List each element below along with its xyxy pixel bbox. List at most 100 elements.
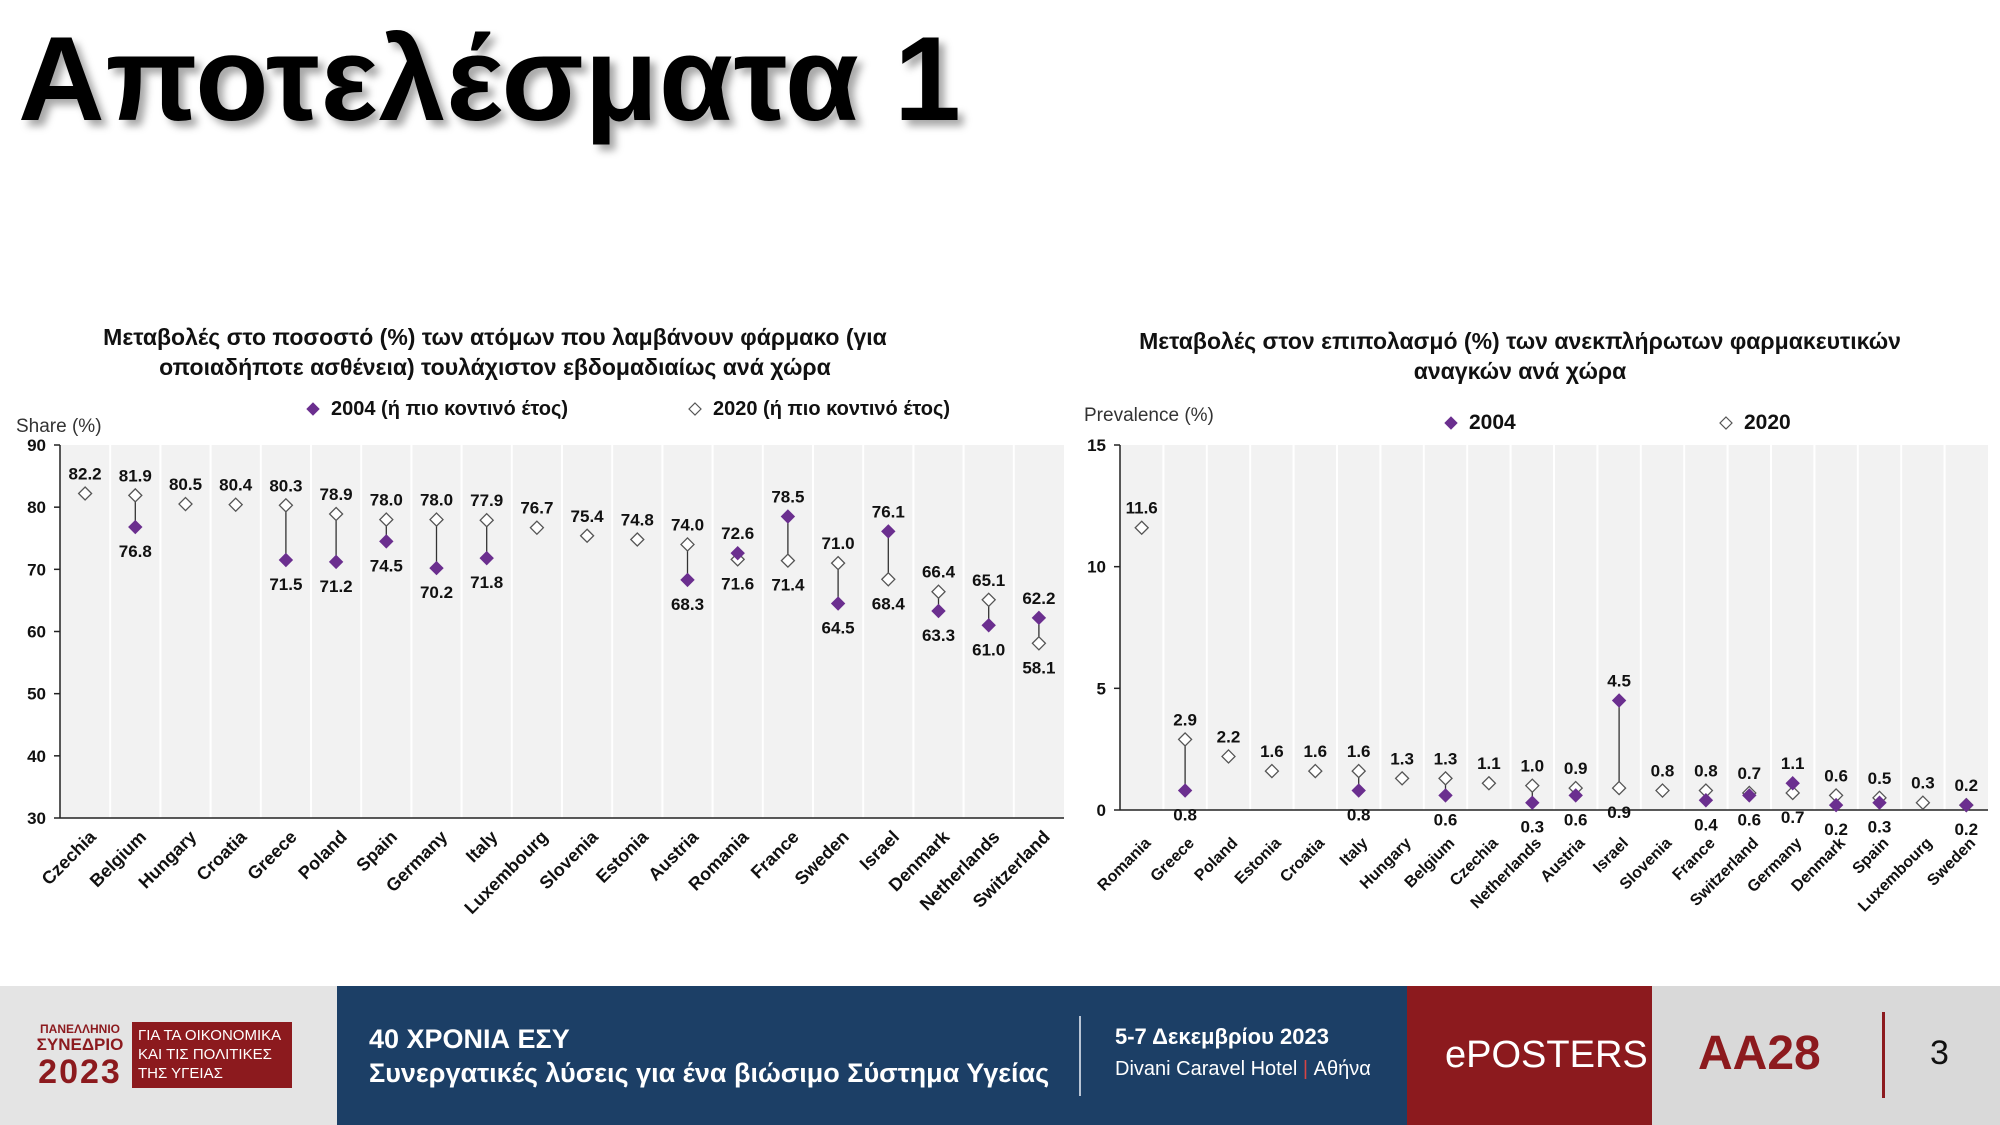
- left-chart-title-line1: Μεταβολές στο ποσοστό (%) των ατόμων που…: [103, 324, 887, 350]
- data-label: 70.2: [420, 583, 453, 602]
- point-2004: [730, 545, 745, 561]
- data-label: 58.1: [1022, 658, 1055, 677]
- point-2020: [780, 553, 796, 569]
- data-label: 0.8: [1347, 806, 1371, 825]
- data-label: 80.4: [219, 476, 253, 495]
- point-2020: [178, 496, 193, 512]
- point-2004: [981, 618, 996, 633]
- data-label: 65.1: [972, 571, 1005, 590]
- data-label: 1.3: [1390, 749, 1414, 768]
- data-label: 61.0: [972, 640, 1005, 659]
- point-2020: [127, 487, 143, 503]
- footer-line2: Συνεργατικές λύσεις για ένα βιώσιμο Σύστ…: [369, 1058, 1050, 1088]
- legend-marker-2004: [1444, 416, 1458, 430]
- data-label: 1.3: [1434, 749, 1458, 768]
- x-tick-label: Romania: [1095, 835, 1155, 895]
- data-label: 74.8: [621, 510, 654, 529]
- point-2020: [830, 555, 846, 571]
- data-label: 71.8: [470, 573, 503, 592]
- point-2020: [1177, 732, 1193, 747]
- point-2004: [1698, 793, 1714, 808]
- data-label: 78.0: [370, 491, 403, 510]
- point-2004: [1438, 788, 1453, 803]
- data-label: 1.0: [1520, 757, 1544, 776]
- data-label: 71.6: [721, 574, 754, 593]
- data-label: 66.4: [922, 563, 956, 582]
- data-label: 0.2: [1824, 820, 1848, 839]
- data-label: 1.6: [1260, 742, 1284, 761]
- data-label: 71.2: [320, 577, 353, 596]
- eposters-label: ePOSTERS: [1445, 1034, 1648, 1076]
- logo-year: 2023: [38, 1053, 122, 1091]
- data-label: 0.9: [1607, 803, 1631, 822]
- data-label: 0.6: [1434, 810, 1458, 829]
- point-2004: [830, 596, 846, 611]
- point-2020: [1915, 795, 1931, 811]
- logo-top-text: ΠΑΝΕΛΛΗΝΙΟ: [39, 1022, 120, 1036]
- x-tick-label: Spain: [352, 827, 401, 876]
- data-label: 0.9: [1564, 759, 1588, 778]
- logo-box-line3: ΤΗΣ ΥΓΕΙΑΣ: [138, 1065, 223, 1082]
- poster-code-block: AA28 3: [1652, 986, 2000, 1125]
- point-2004: [1872, 795, 1887, 810]
- left-chart-title: Μεταβολές στο ποσοστό (%) των ατόμων που…: [40, 322, 950, 382]
- data-label: 11.6: [1126, 499, 1158, 518]
- x-tick-label: Greece: [1148, 835, 1198, 885]
- data-label: 2.2: [1217, 727, 1241, 746]
- data-label: 63.3: [922, 626, 955, 645]
- footer-divider: [1079, 1016, 1081, 1096]
- point-2004: [881, 524, 896, 539]
- logo-box-line1: ΓΙΑ ΤΑ ΟΙΚΟΝΟΜΙΚΑ: [138, 1027, 282, 1044]
- poster-code: AA28: [1698, 1027, 1821, 1080]
- point-2020: [479, 512, 495, 528]
- y-tick-label: 70: [27, 560, 46, 579]
- data-label: 1.6: [1303, 742, 1327, 761]
- point-2004: [479, 550, 494, 566]
- y-tick-label: 80: [27, 498, 46, 517]
- logo-box-line2: ΚΑΙ ΤΙΣ ΠΟΛΙΤΙΚΕΣ: [138, 1046, 272, 1063]
- footer-venue: Divani Caravel Hotel | Αθήνα: [1115, 1058, 1371, 1081]
- x-tick-label: Israel: [1590, 835, 1632, 877]
- data-label: 0.4: [1694, 815, 1718, 834]
- code-divider: [1882, 1012, 1885, 1098]
- y-tick-label: 90: [27, 436, 46, 455]
- point-2004: [128, 519, 143, 535]
- data-label: 76.8: [119, 542, 152, 561]
- point-2020: [1785, 785, 1801, 801]
- point-2004: [1959, 797, 1974, 813]
- legend-label-2020: 2020 (ή πιο κοντινό έτος): [713, 398, 950, 420]
- right-chart-title-line1: Μεταβολές στον επιπολασμό (%) των ανεκπλ…: [1139, 328, 1901, 354]
- point-2020: [1351, 763, 1367, 779]
- data-label: 71.4: [771, 576, 805, 595]
- point-2004: [680, 572, 695, 588]
- point-2004: [1785, 776, 1800, 791]
- logo-mid-text: ΣΥΝΕΔΡΙΟ: [36, 1035, 124, 1054]
- y-tick-label: 30: [27, 809, 46, 828]
- x-tick-label: Poland: [294, 827, 351, 884]
- conference-logo: ΠΑΝΕΛΛΗΝΙΟ ΣΥΝΕΔΡΙΟ 2023 ΓΙΑ ΤΑ ΟΙΚΟΝΟΜΙ…: [0, 986, 337, 1125]
- point-2020: [931, 584, 946, 600]
- footer-line1: 40 ΧΡΟΝΙΑ ΕΣΥ: [369, 1024, 570, 1054]
- data-label: 71.0: [822, 534, 855, 553]
- slide-title: Αποτελέσματα 1: [18, 12, 962, 146]
- data-label: 62.2: [1022, 589, 1055, 608]
- data-label: 82.2: [69, 464, 102, 483]
- point-2020: [1438, 770, 1453, 786]
- point-2020: [378, 512, 394, 528]
- point-2020: [1031, 635, 1047, 651]
- legend-label-2020: 2020: [1744, 411, 1791, 434]
- y-tick-label: 15: [1087, 436, 1106, 455]
- point-2020: [880, 571, 896, 587]
- data-label: 2.9: [1173, 710, 1197, 729]
- venue-name: Divani Caravel Hotel: [1115, 1058, 1298, 1080]
- y-tick-label: 50: [27, 685, 46, 704]
- right-chart-title-line2: αναγκών ανά χώρα: [1413, 358, 1627, 384]
- y-axis-label: Share (%): [16, 416, 102, 437]
- x-tick-label: Spain: [1850, 835, 1893, 878]
- legend-label-2004: 2004 (ή πιο κοντινό έτος): [331, 398, 568, 420]
- point-2004: [429, 560, 444, 576]
- y-axis-label: Prevalence (%): [1084, 405, 1214, 426]
- point-2020: [1307, 763, 1323, 779]
- point-2020: [1481, 775, 1497, 791]
- data-label: 74.5: [370, 556, 403, 575]
